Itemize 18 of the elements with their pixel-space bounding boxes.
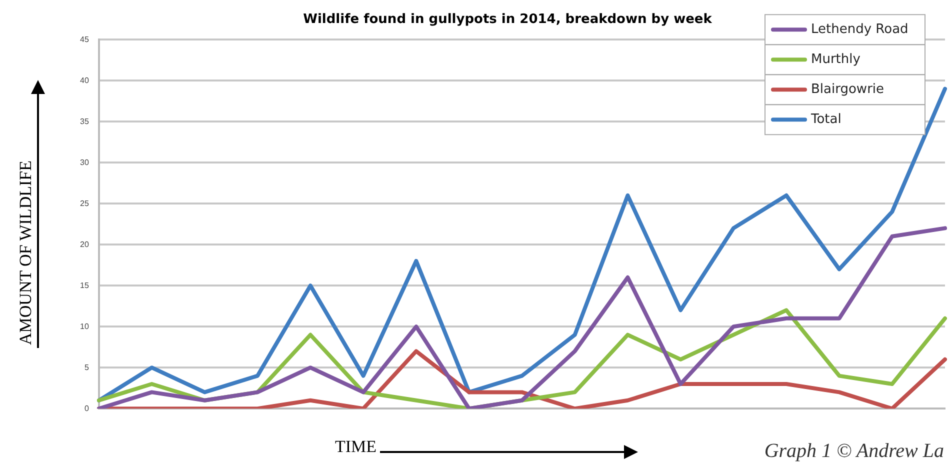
legend-label: Blairgowrie — [811, 82, 884, 97]
legend-label: Total — [810, 112, 842, 127]
y-axis-title: AMOUNT OF WILDLIFE — [16, 160, 36, 345]
x-axis-title: TIME — [335, 437, 377, 457]
y-tick-label: 0 — [84, 404, 90, 413]
y-tick-label: 5 — [84, 362, 90, 372]
chart-title: Wildlife found in gullypots in 2014, breakdown by week — [303, 12, 712, 28]
y-tick-label: 30 — [80, 158, 90, 167]
y-tick-label: 10 — [80, 322, 90, 331]
caption: Graph 1 © Andrew La — [764, 440, 944, 463]
y-tick-label: 40 — [80, 76, 90, 85]
legend-label: Murthly — [811, 52, 861, 67]
y-tick-label: 45 — [80, 34, 90, 44]
legend-label: Lethendy Road — [811, 22, 908, 37]
y-tick-label: 15 — [80, 280, 90, 290]
y-tick-label: 25 — [80, 198, 90, 208]
y-tick-label: 20 — [80, 240, 90, 249]
y-tick-label: 35 — [80, 116, 90, 126]
